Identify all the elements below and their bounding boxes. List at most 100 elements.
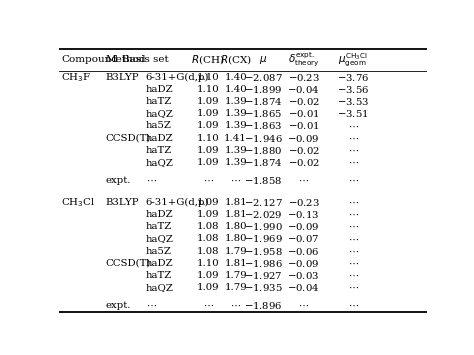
Text: $-$0.02: $-$0.02 [288, 96, 319, 107]
Text: $R$(CH): $R$(CH) [191, 53, 225, 66]
Text: 6-31+G(d,p): 6-31+G(d,p) [146, 198, 209, 207]
Text: 1.39: 1.39 [224, 109, 247, 118]
Text: $\cdots$: $\cdots$ [146, 301, 156, 310]
Text: 1.81: 1.81 [224, 198, 247, 207]
Text: $\cdots$: $\cdots$ [202, 301, 213, 310]
Text: haTZ: haTZ [146, 97, 172, 106]
Text: $\cdots$: $\cdots$ [347, 283, 359, 292]
Text: $-$0.02: $-$0.02 [288, 157, 319, 168]
Text: ha5Z: ha5Z [146, 247, 172, 256]
Text: haDZ: haDZ [146, 133, 173, 143]
Text: $-$1.863: $-$1.863 [244, 120, 283, 131]
Text: haTZ: haTZ [146, 146, 172, 155]
Text: $-$1.899: $-$1.899 [244, 84, 283, 95]
Text: 1.10: 1.10 [197, 73, 219, 82]
Text: expt.: expt. [105, 176, 131, 185]
Text: expt.: expt. [105, 301, 131, 310]
Text: $\cdots$: $\cdots$ [347, 259, 359, 268]
Text: $\cdots$: $\cdots$ [347, 121, 359, 131]
Text: B3LYP: B3LYP [105, 198, 139, 207]
Text: haQZ: haQZ [146, 158, 173, 167]
Text: 1.09: 1.09 [197, 97, 219, 106]
Text: $\cdots$: $\cdots$ [298, 301, 309, 310]
Text: $-$2.087: $-$2.087 [244, 72, 283, 83]
Text: $-$1.990: $-$1.990 [244, 221, 283, 232]
Text: $\cdots$: $\cdots$ [347, 234, 359, 244]
Text: $-$3.56: $-$3.56 [337, 84, 369, 95]
Text: 1.10: 1.10 [197, 133, 219, 143]
Text: 1.09: 1.09 [197, 283, 219, 292]
Text: 1.09: 1.09 [197, 121, 219, 131]
Text: 1.39: 1.39 [224, 97, 247, 106]
Text: 1.40: 1.40 [224, 85, 247, 94]
Text: $-$1.874: $-$1.874 [244, 96, 283, 107]
Text: $\cdots$: $\cdots$ [347, 158, 359, 167]
Text: 1.79: 1.79 [224, 247, 247, 256]
Text: $\delta_{\rm theory}^{\rm expt.}$: $\delta_{\rm theory}^{\rm expt.}$ [288, 50, 319, 69]
Text: haTZ: haTZ [146, 222, 172, 231]
Text: $-$0.03: $-$0.03 [287, 270, 319, 281]
Text: 1.80: 1.80 [224, 222, 247, 231]
Text: $\cdots$: $\cdots$ [230, 176, 241, 185]
Text: $\mu$: $\mu$ [259, 54, 267, 66]
Text: CCSD(T): CCSD(T) [105, 133, 151, 143]
Text: 1.79: 1.79 [224, 271, 247, 280]
Text: $-$1.858: $-$1.858 [244, 175, 283, 186]
Text: haQZ: haQZ [146, 109, 173, 118]
Text: haDZ: haDZ [146, 85, 173, 94]
Text: 1.09: 1.09 [197, 109, 219, 118]
Text: $\cdots$: $\cdots$ [347, 210, 359, 219]
Text: $-$0.04: $-$0.04 [287, 282, 320, 293]
Text: $\cdots$: $\cdots$ [347, 133, 359, 143]
Text: $\cdots$: $\cdots$ [347, 222, 359, 231]
Text: $-$1.986: $-$1.986 [244, 258, 283, 269]
Text: $\cdots$: $\cdots$ [230, 301, 241, 310]
Text: $-$1.874: $-$1.874 [244, 157, 283, 168]
Text: $\cdots$: $\cdots$ [347, 247, 359, 256]
Text: Method: Method [105, 55, 146, 64]
Text: 1.08: 1.08 [197, 234, 219, 244]
Text: 1.80: 1.80 [224, 234, 247, 244]
Text: $-$0.02: $-$0.02 [288, 145, 319, 156]
Text: 1.09: 1.09 [197, 158, 219, 167]
Text: 6-31+G(d,p): 6-31+G(d,p) [146, 73, 209, 82]
Text: $-$1.927: $-$1.927 [244, 270, 283, 281]
Text: $-$1.865: $-$1.865 [244, 108, 283, 119]
Text: $-$2.029: $-$2.029 [244, 209, 283, 220]
Text: CH$_3$F: CH$_3$F [61, 71, 91, 84]
Text: 1.09: 1.09 [197, 210, 219, 219]
Text: Basis set: Basis set [122, 55, 169, 64]
Text: $-$1.969: $-$1.969 [244, 234, 283, 245]
Text: 1.10: 1.10 [197, 259, 219, 268]
Text: $\cdots$: $\cdots$ [347, 146, 359, 155]
Text: 1.39: 1.39 [224, 121, 247, 131]
Text: $\cdots$: $\cdots$ [347, 301, 359, 310]
Text: $-$0.09: $-$0.09 [287, 221, 319, 232]
Text: 1.39: 1.39 [224, 146, 247, 155]
Text: $-$0.01: $-$0.01 [288, 108, 319, 119]
Text: $-$0.06: $-$0.06 [287, 246, 319, 257]
Text: $-$0.07: $-$0.07 [287, 234, 319, 245]
Text: $\cdots$: $\cdots$ [347, 271, 359, 280]
Text: $-$0.13: $-$0.13 [287, 209, 319, 220]
Text: 1.41: 1.41 [224, 133, 247, 143]
Text: $-$1.946: $-$1.946 [244, 133, 283, 144]
Text: haDZ: haDZ [146, 259, 173, 268]
Text: $-$1.896: $-$1.896 [244, 300, 283, 311]
Text: ha5Z: ha5Z [146, 121, 172, 131]
Text: haTZ: haTZ [146, 271, 172, 280]
Text: $-$3.76: $-$3.76 [337, 72, 369, 83]
Text: $-$0.04: $-$0.04 [287, 84, 320, 95]
Text: $-$1.880: $-$1.880 [244, 145, 283, 156]
Text: 1.09: 1.09 [197, 146, 219, 155]
Text: $-$3.51: $-$3.51 [337, 108, 369, 119]
Text: 1.81: 1.81 [224, 259, 247, 268]
Text: 1.10: 1.10 [197, 85, 219, 94]
Text: $-$0.09: $-$0.09 [287, 133, 319, 144]
Text: $\cdots$: $\cdots$ [298, 176, 309, 185]
Text: haQZ: haQZ [146, 283, 173, 292]
Text: $-$0.09: $-$0.09 [287, 258, 319, 269]
Text: 1.08: 1.08 [197, 247, 219, 256]
Text: 1.39: 1.39 [224, 158, 247, 167]
Text: haDZ: haDZ [146, 210, 173, 219]
